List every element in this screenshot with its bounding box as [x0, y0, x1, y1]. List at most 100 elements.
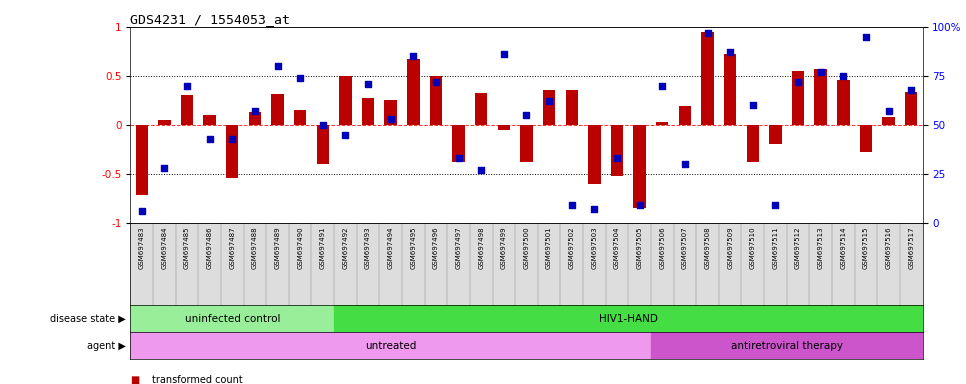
- Text: untreated: untreated: [365, 341, 416, 351]
- Text: ■: ■: [130, 375, 140, 384]
- Bar: [565, 89, 578, 125]
- Point: [360, 81, 376, 87]
- Point: [836, 73, 851, 79]
- Point: [768, 202, 783, 208]
- Point: [428, 79, 443, 85]
- Point: [180, 83, 195, 89]
- Bar: [204, 115, 215, 125]
- Point: [247, 108, 263, 114]
- Text: GSM697509: GSM697509: [727, 227, 733, 270]
- Bar: [497, 125, 510, 130]
- Text: GSM697490: GSM697490: [298, 227, 303, 270]
- Text: uninfected control: uninfected control: [185, 314, 280, 324]
- Bar: [769, 125, 781, 144]
- Point: [497, 51, 512, 57]
- Text: GSM697498: GSM697498: [478, 227, 484, 270]
- Point: [881, 108, 896, 114]
- Text: GSM697492: GSM697492: [342, 227, 349, 269]
- Text: GSM697504: GSM697504: [614, 227, 620, 269]
- Point: [519, 112, 534, 118]
- Bar: [905, 93, 918, 125]
- Bar: [475, 93, 488, 125]
- Point: [858, 34, 873, 40]
- Point: [586, 206, 602, 212]
- Bar: [317, 125, 329, 164]
- Text: GSM697496: GSM697496: [433, 227, 439, 270]
- Bar: [334, 305, 923, 332]
- Point: [610, 155, 625, 161]
- Text: GSM697484: GSM697484: [161, 227, 167, 269]
- Point: [293, 75, 308, 81]
- Text: GSM697486: GSM697486: [207, 227, 213, 270]
- Text: GSM697497: GSM697497: [456, 227, 462, 270]
- Point: [315, 122, 330, 128]
- Bar: [838, 80, 849, 125]
- Bar: [158, 120, 171, 125]
- Text: GSM697514: GSM697514: [840, 227, 846, 269]
- Bar: [226, 125, 239, 178]
- Text: GSM697483: GSM697483: [139, 227, 145, 270]
- Bar: [130, 305, 334, 332]
- Point: [655, 83, 670, 89]
- Point: [677, 161, 693, 167]
- Text: disease state ▶: disease state ▶: [50, 314, 126, 324]
- Text: GDS4231 / 1554053_at: GDS4231 / 1554053_at: [130, 13, 291, 26]
- Bar: [588, 125, 601, 184]
- Bar: [543, 89, 555, 125]
- Text: agent ▶: agent ▶: [87, 341, 126, 351]
- Bar: [656, 122, 668, 125]
- Point: [723, 49, 738, 55]
- Bar: [362, 98, 374, 125]
- Text: GSM697501: GSM697501: [546, 227, 553, 270]
- Bar: [521, 125, 532, 162]
- Point: [224, 136, 240, 142]
- Bar: [747, 125, 759, 162]
- Text: GSM697507: GSM697507: [682, 227, 688, 270]
- Bar: [452, 125, 465, 162]
- Bar: [135, 125, 148, 195]
- Bar: [130, 332, 651, 359]
- Text: GSM697500: GSM697500: [524, 227, 529, 270]
- Bar: [860, 125, 872, 152]
- Text: GSM697488: GSM697488: [252, 227, 258, 270]
- Text: HIV1-HAND: HIV1-HAND: [599, 314, 658, 324]
- Bar: [181, 96, 193, 125]
- Text: GSM697499: GSM697499: [500, 227, 507, 270]
- Text: GSM697494: GSM697494: [387, 227, 394, 269]
- Bar: [679, 106, 691, 125]
- Bar: [634, 125, 646, 208]
- Text: GSM697513: GSM697513: [817, 227, 824, 270]
- Text: GSM697517: GSM697517: [908, 227, 914, 270]
- Text: GSM697502: GSM697502: [569, 227, 575, 269]
- Bar: [407, 59, 419, 125]
- Text: GSM697508: GSM697508: [704, 227, 711, 270]
- Point: [790, 79, 806, 85]
- Point: [134, 208, 150, 214]
- Point: [813, 69, 829, 75]
- Bar: [271, 94, 284, 125]
- Text: GSM697510: GSM697510: [750, 227, 755, 270]
- Bar: [651, 332, 923, 359]
- Text: GSM697491: GSM697491: [320, 227, 326, 270]
- Bar: [339, 76, 352, 125]
- Point: [903, 86, 919, 93]
- Point: [406, 53, 421, 60]
- Text: antiretroviral therapy: antiretroviral therapy: [730, 341, 842, 351]
- Bar: [294, 110, 306, 125]
- Point: [270, 63, 285, 69]
- Text: GSM697495: GSM697495: [411, 227, 416, 269]
- Point: [541, 98, 556, 104]
- Bar: [248, 112, 261, 125]
- Point: [632, 202, 647, 208]
- Point: [338, 131, 354, 138]
- Point: [745, 102, 760, 108]
- Bar: [430, 76, 442, 125]
- Text: GSM697511: GSM697511: [773, 227, 779, 270]
- Text: transformed count: transformed count: [152, 375, 242, 384]
- Text: GSM697515: GSM697515: [863, 227, 869, 269]
- Text: GSM697489: GSM697489: [274, 227, 280, 270]
- Point: [564, 202, 580, 208]
- Text: GSM697512: GSM697512: [795, 227, 801, 269]
- Bar: [792, 71, 805, 125]
- Bar: [611, 125, 623, 176]
